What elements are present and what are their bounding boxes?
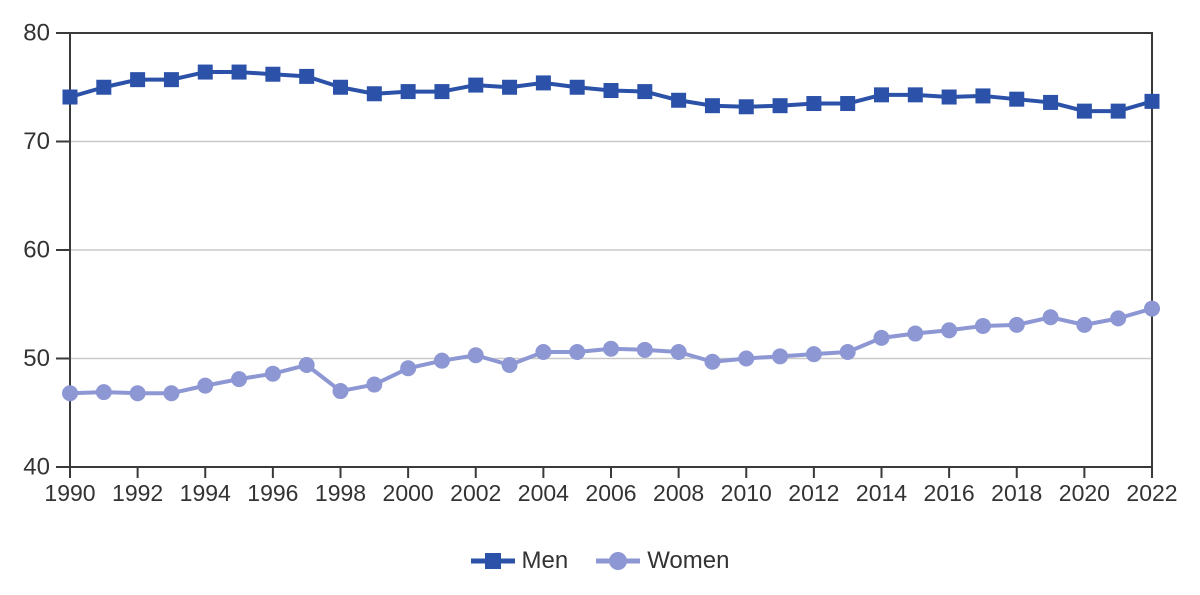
women-data-marker — [636, 341, 653, 358]
women-data-marker — [264, 365, 281, 382]
men-data-marker — [366, 86, 382, 102]
men-data-marker — [96, 79, 112, 95]
x-axis-label: 2004 — [518, 480, 569, 506]
women-series-marker-icon — [596, 552, 641, 570]
women-data-marker — [298, 357, 315, 374]
women-data-marker — [1042, 309, 1059, 326]
women-data-marker — [95, 384, 112, 401]
men-data-marker — [874, 87, 889, 103]
x-axis-label: 2014 — [856, 480, 907, 506]
legend-label-women: Women — [647, 547, 730, 574]
men-data-marker — [1144, 93, 1160, 109]
women-data-marker — [129, 385, 146, 402]
women-data-marker — [772, 348, 789, 365]
y-axis-label: 50 — [23, 345, 50, 372]
women-data-marker — [366, 376, 383, 393]
x-axis-label: 1990 — [44, 480, 95, 506]
x-axis-label: 1992 — [112, 480, 163, 506]
x-axis-label: 2008 — [653, 480, 704, 506]
women-data-marker — [197, 377, 214, 394]
chart-legend: Men Women — [0, 544, 1200, 578]
women-data-marker — [839, 343, 856, 360]
men-data-marker — [333, 79, 348, 95]
men-data-marker — [535, 75, 551, 91]
men-data-marker — [603, 83, 619, 99]
women-data-marker — [535, 343, 552, 360]
men-data-marker — [772, 98, 788, 114]
women-data-marker — [501, 357, 518, 374]
women-data-marker — [974, 317, 991, 334]
legend-item-men[interactable]: Men — [470, 547, 569, 574]
women-data-marker — [332, 383, 349, 400]
men-data-marker — [468, 77, 484, 93]
men-data-marker — [400, 84, 416, 100]
women-data-marker — [704, 353, 721, 370]
y-axis-label: 60 — [23, 237, 50, 264]
men-data-marker — [569, 79, 585, 95]
men-data-marker — [738, 99, 754, 115]
men-data-marker — [907, 87, 923, 103]
men-data-marker — [1009, 91, 1025, 107]
men-data-marker — [1110, 103, 1126, 119]
men-series-marker-icon — [470, 553, 515, 569]
legend-label-men: Men — [521, 547, 569, 574]
women-data-marker — [231, 371, 248, 388]
x-axis-label: 2006 — [585, 480, 636, 506]
men-data-marker — [806, 96, 822, 112]
x-axis-label: 1996 — [247, 480, 298, 506]
men-data-marker — [62, 89, 78, 105]
women-data-marker — [1076, 316, 1093, 333]
men-data-marker — [704, 98, 720, 114]
x-axis-label: 2010 — [721, 480, 772, 506]
men-data-marker — [975, 88, 991, 104]
men-data-marker — [502, 79, 518, 95]
women-data-marker — [163, 385, 180, 402]
y-axis-label: 70 — [23, 128, 50, 155]
men-data-marker — [1043, 94, 1059, 110]
x-axis-label: 2016 — [924, 480, 975, 506]
men-data-marker — [197, 64, 213, 80]
x-axis-label: 1994 — [180, 480, 231, 506]
women-data-marker — [805, 346, 822, 363]
x-axis-label: 2012 — [788, 480, 839, 506]
men-data-marker — [434, 84, 450, 100]
women-data-marker — [670, 343, 687, 360]
x-axis-label: 2000 — [383, 480, 434, 506]
men-data-marker — [637, 84, 653, 100]
women-data-marker — [467, 347, 484, 364]
x-axis-label: 2002 — [450, 480, 501, 506]
x-axis-label: 2020 — [1059, 480, 1110, 506]
men-data-marker — [265, 66, 281, 82]
women-data-marker — [62, 385, 78, 402]
x-axis-label: 2018 — [991, 480, 1042, 506]
men-data-marker — [840, 96, 856, 112]
x-axis-label: 2022 — [1126, 480, 1177, 506]
women-data-marker — [1144, 300, 1160, 317]
women-data-marker — [1110, 310, 1127, 327]
women-data-marker — [738, 350, 755, 367]
y-axis-label: 80 — [23, 20, 50, 47]
x-axis-label: 1998 — [315, 480, 366, 506]
women-data-marker — [603, 340, 619, 357]
women-data-marker — [433, 352, 450, 369]
women-data-marker — [941, 322, 958, 339]
men-data-marker — [299, 68, 315, 84]
women-data-marker — [907, 325, 924, 342]
y-axis-label: 40 — [23, 454, 50, 481]
women-data-marker — [400, 360, 417, 377]
men-data-marker — [1076, 103, 1092, 119]
men-data-marker — [941, 89, 957, 105]
women-data-marker — [873, 329, 890, 346]
legend-item-women[interactable]: Women — [596, 549, 729, 573]
women-data-marker — [1008, 316, 1025, 333]
men-data-marker — [163, 72, 179, 88]
men-data-marker — [130, 72, 146, 88]
women-data-marker — [569, 343, 586, 360]
men-data-marker — [231, 64, 247, 80]
men-data-marker — [671, 92, 687, 108]
